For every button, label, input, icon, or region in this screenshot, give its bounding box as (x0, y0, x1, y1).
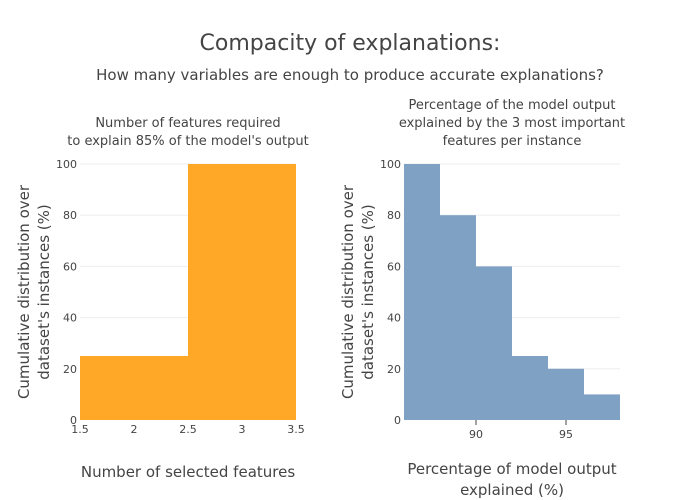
chart-panel-2: 0 20 40 60 80 100 90 95 Percentage of the model … (339, 98, 625, 499)
y-tick-label: 60 (387, 260, 401, 273)
y-tick-label: 40 (387, 312, 401, 325)
y-axis-title: dataset's instances (%) (359, 204, 377, 380)
histogram-bar (404, 164, 440, 420)
histogram-bar (440, 215, 476, 420)
panel-title-line: to explain 85% of the model's output (67, 134, 308, 149)
panel-title-line: explained by the 3 most important (399, 116, 625, 131)
histogram-bar (476, 266, 512, 420)
histogram-bar (548, 368, 584, 420)
y-tick-label: 80 (387, 209, 401, 222)
chart-panel-1: 0 20 40 60 80 100 1.5 2 2.5 3 3.5 Number of feature… (15, 116, 309, 481)
y-tick-label: 100 (56, 158, 77, 171)
x-axis-title: Percentage of model output (407, 460, 616, 478)
x-tick-label: 2.5 (179, 423, 197, 436)
x-tick-label: 1.5 (71, 423, 89, 436)
main-subtitle: How many variables are enough to produce… (96, 66, 604, 84)
histogram-bar (188, 164, 296, 420)
x-tick-label: 90 (469, 428, 483, 441)
panel-title-line: Percentage of the model output (409, 98, 616, 113)
y-tick-label: 60 (63, 260, 77, 273)
x-tick-label: 3.5 (287, 423, 305, 436)
main-title: Compacity of explanations: (200, 31, 501, 56)
y-tick-label: 20 (387, 363, 401, 376)
y-tick-label: 80 (63, 209, 77, 222)
y-tick-label: 40 (63, 312, 77, 325)
y-axis-title: Cumulative distribution over (15, 184, 33, 399)
x-tick-label: 3 (239, 423, 246, 436)
y-axis-title: Cumulative distribution over (339, 184, 357, 399)
y-tick-label: 0 (70, 414, 77, 427)
y-axis-title: dataset's instances (%) (35, 204, 53, 380)
y-tick-label: 20 (63, 363, 77, 376)
histogram-bar (512, 356, 548, 420)
histogram-bar (584, 394, 620, 420)
panel-title-line: Number of features required (95, 116, 280, 131)
x-tick-label: 95 (559, 428, 573, 441)
panel-title-line: features per instance (443, 134, 582, 149)
y-tick-label: 0 (394, 414, 401, 427)
y-tick-label: 100 (380, 158, 401, 171)
histogram-bar (80, 356, 188, 420)
x-axis-title: explained (%) (460, 481, 564, 499)
x-tick-label: 2 (131, 423, 138, 436)
x-axis-title: Number of selected features (81, 463, 295, 481)
